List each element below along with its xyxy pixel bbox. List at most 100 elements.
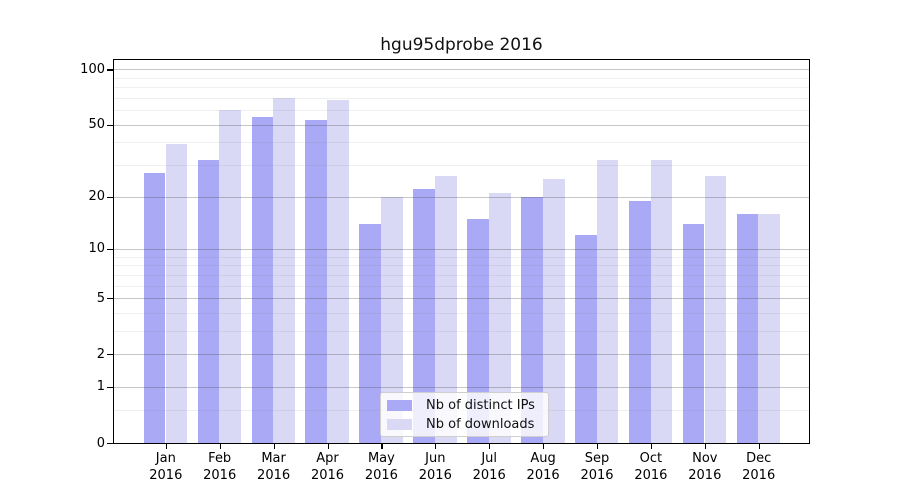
y-tick-mark-5 bbox=[107, 298, 113, 300]
x-tick-mark-mar bbox=[273, 444, 275, 449]
x-tick-label-jul: Jul 2016 bbox=[457, 451, 521, 484]
bar-downloads-jun bbox=[435, 176, 457, 443]
x-tick-mark-jan bbox=[165, 444, 167, 449]
bar-downloads-nov bbox=[704, 176, 727, 443]
gridline-minor-40 bbox=[114, 142, 809, 144]
chart-title: hgu95dprobe 2016 bbox=[380, 35, 543, 55]
plot-area bbox=[113, 59, 810, 444]
y-tick-label-10: 10 bbox=[88, 241, 105, 257]
gridline-minor-60 bbox=[114, 110, 809, 112]
x-tick-label-may: May 2016 bbox=[349, 451, 413, 484]
y-tick-label-5: 5 bbox=[96, 290, 105, 306]
legend: Nb of distinct IPs Nb of downloads bbox=[380, 392, 549, 437]
bar-distinct-ips-dec bbox=[736, 213, 759, 443]
gridline-minor-8 bbox=[114, 265, 809, 267]
legend-label-downloads: Nb of downloads bbox=[426, 416, 535, 432]
legend-swatch-downloads bbox=[387, 418, 412, 430]
bar-downloads-mar bbox=[273, 97, 296, 443]
bar-downloads-apr bbox=[327, 100, 349, 443]
x-tick-year-feb: 2016 bbox=[203, 467, 237, 483]
bar-distinct-ips-feb bbox=[197, 159, 220, 443]
x-tick-mark-sep bbox=[597, 444, 599, 449]
bar-distinct-ips-nov bbox=[682, 223, 705, 443]
bar-downloads-feb bbox=[219, 110, 242, 443]
gridline-major-50 bbox=[114, 124, 809, 126]
x-tick-mark-may bbox=[381, 444, 383, 449]
x-tick-mark-feb bbox=[219, 444, 221, 449]
x-tick-year-nov: 2016 bbox=[688, 467, 722, 483]
y-tick-label-100: 100 bbox=[80, 61, 105, 77]
x-tick-label-jun: Jun 2016 bbox=[403, 451, 467, 484]
x-tick-year-jul: 2016 bbox=[472, 467, 506, 483]
legend-swatch-distinct-ips bbox=[387, 399, 412, 411]
y-tick-mark-50 bbox=[107, 124, 113, 126]
gridline-minor-9 bbox=[114, 256, 809, 258]
gridline-minor-30 bbox=[114, 165, 809, 166]
y-tick-mark-2 bbox=[107, 354, 113, 356]
x-tick-label-apr: Apr 2016 bbox=[296, 451, 360, 484]
bar-distinct-ips-apr bbox=[305, 120, 328, 443]
gridline-major-10 bbox=[114, 248, 809, 250]
bar-downloads-dec bbox=[758, 213, 781, 443]
y-tick-label-20: 20 bbox=[88, 189, 105, 204]
y-tick-mark-10 bbox=[107, 248, 113, 251]
x-tick-year-aug: 2016 bbox=[526, 467, 560, 483]
gridline-major-100 bbox=[114, 69, 809, 71]
x-tick-mark-apr bbox=[327, 444, 329, 449]
x-tick-label-aug: Aug 2016 bbox=[511, 451, 575, 484]
gridline-minor-3 bbox=[114, 330, 809, 332]
x-tick-mark-oct bbox=[650, 444, 653, 449]
bar-downloads-sep bbox=[596, 159, 619, 443]
gridline-minor-80 bbox=[114, 87, 809, 89]
gridline-minor-4 bbox=[114, 312, 809, 314]
x-tick-mark-jul bbox=[489, 444, 491, 449]
x-tick-mark-dec bbox=[758, 444, 760, 449]
gridline-major-20 bbox=[114, 196, 809, 198]
y-tick-mark-0 bbox=[107, 443, 113, 445]
x-tick-year-oct: 2016 bbox=[634, 467, 668, 483]
x-tick-year-apr: 2016 bbox=[310, 467, 345, 483]
y-tick-label-2: 2 bbox=[96, 346, 105, 362]
x-tick-mark-aug bbox=[543, 444, 545, 449]
bar-downloads-oct bbox=[650, 159, 673, 443]
y-tick-mark-1 bbox=[107, 386, 113, 389]
y-tick-label-0: 0 bbox=[96, 435, 105, 451]
x-tick-mark-jun bbox=[435, 444, 437, 449]
x-tick-year-jun: 2016 bbox=[418, 467, 452, 483]
x-tick-year-sep: 2016 bbox=[580, 467, 614, 483]
y-tick-mark-100 bbox=[107, 69, 113, 71]
bar-distinct-ips-may bbox=[359, 223, 382, 443]
x-tick-label-jan: Jan 2016 bbox=[134, 451, 198, 484]
x-tick-year-mar: 2016 bbox=[257, 467, 291, 483]
x-tick-label-mar: Mar 2016 bbox=[242, 451, 306, 484]
y-tick-mark-20 bbox=[107, 196, 113, 198]
bar-distinct-ips-oct bbox=[628, 200, 651, 443]
gridline-major-1 bbox=[114, 386, 809, 388]
gridline-minor-70 bbox=[114, 97, 809, 99]
bar-distinct-ips-aug bbox=[521, 196, 543, 443]
gridline-minor-90 bbox=[114, 77, 809, 79]
bar-downloads-jul bbox=[488, 192, 511, 443]
y-tick-label-50: 50 bbox=[88, 117, 105, 133]
x-tick-mark-nov bbox=[704, 444, 706, 449]
bar-downloads-aug bbox=[542, 179, 565, 443]
x-tick-label-sep: Sep 2016 bbox=[565, 451, 629, 484]
bar-distinct-ips-jan bbox=[143, 173, 166, 443]
x-tick-label-nov: Nov 2016 bbox=[673, 451, 737, 484]
gridline-major-5 bbox=[114, 298, 809, 299]
legend-row-downloads: Nb of downloads bbox=[387, 416, 548, 432]
x-tick-year-dec: 2016 bbox=[742, 467, 776, 483]
gridline-minor-7 bbox=[114, 274, 809, 276]
y-tick-label-1: 1 bbox=[96, 379, 105, 395]
x-tick-year-jan: 2016 bbox=[149, 467, 183, 483]
bar-distinct-ips-jun bbox=[413, 189, 435, 443]
gridline-minor-6 bbox=[114, 285, 809, 287]
legend-row-distinct-ips: Nb of distinct IPs bbox=[387, 397, 548, 413]
bar-distinct-ips-mar bbox=[251, 117, 274, 443]
bar-downloads-may bbox=[381, 196, 403, 443]
legend-label-distinct-ips: Nb of distinct IPs bbox=[426, 397, 535, 413]
x-tick-label-dec: Dec 2016 bbox=[727, 451, 791, 484]
bar-distinct-ips-sep bbox=[574, 235, 597, 443]
gridline-major-2 bbox=[114, 354, 809, 356]
